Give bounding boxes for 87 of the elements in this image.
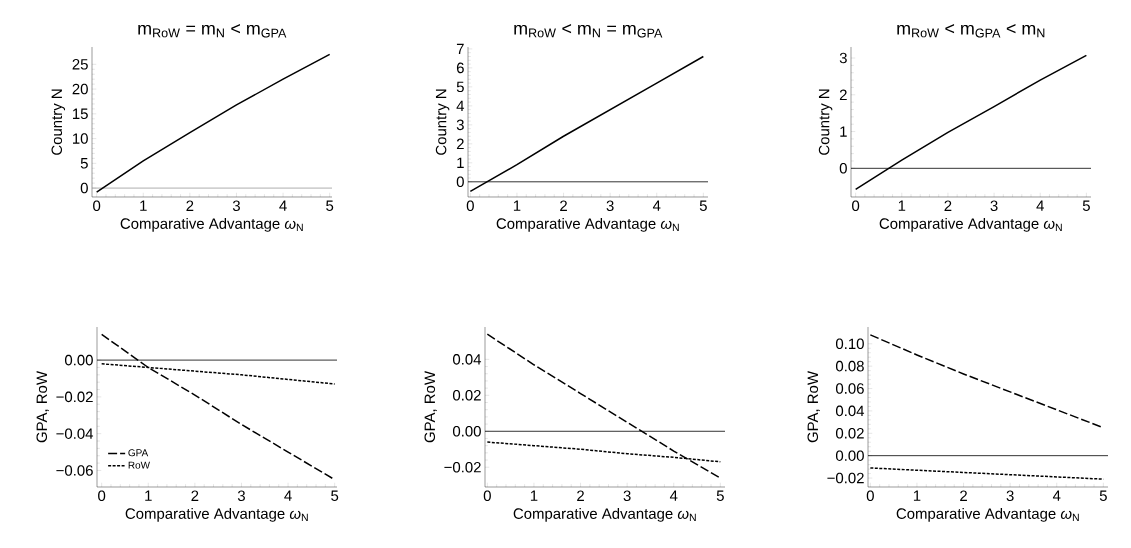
legend-label: RoW [128, 461, 150, 469]
y-tick-label: 1 [840, 126, 847, 137]
y-tick-label: −0.02 [827, 472, 864, 484]
x-tick-label: 4 [652, 200, 661, 211]
x-tick-label: 4 [1036, 200, 1044, 211]
y-tick-label: 0.10 [835, 338, 864, 350]
y-tick-label: 7 [456, 43, 464, 55]
y-tick-label: 15 [73, 108, 88, 120]
x-tick-label: 1 [898, 200, 906, 211]
y-tick-label: 0.04 [835, 405, 865, 417]
y-tick-label: 25 [72, 59, 88, 70]
x-tick-label: 4 [279, 200, 287, 211]
x-axis-title: Comparative Advantage ω$_{N}$ [513, 507, 696, 522]
y-tick-label: 0.00 [64, 354, 93, 366]
x-tick-label: 0 [483, 490, 491, 502]
y-tick-label: 5 [80, 158, 88, 169]
x-axis-title: Comparative Advantage ω$_{N}$ [496, 217, 679, 232]
y-tick-label: 2 [839, 89, 847, 101]
y-tick-label: 0.02 [835, 428, 864, 439]
x-tick-label: 3 [606, 200, 614, 212]
x-axis-title: Comparative Advantage ω$_{N}$ [896, 507, 1079, 522]
x-tick-label: 0 [93, 200, 101, 212]
y-axis-title: GPA, RoW [36, 371, 49, 443]
line-series [100, 333, 336, 481]
x-tick-label: 4 [284, 490, 292, 501]
y-tick-label: 0.02 [452, 390, 481, 401]
y-tick-label: 0 [456, 176, 464, 188]
x-tick-label: 3 [990, 200, 998, 212]
x-tick-label: 5 [1099, 490, 1107, 501]
y-tick-label: 10 [73, 133, 88, 144]
y-tick-label: 20 [72, 83, 88, 95]
x-tick-label: 1 [530, 490, 538, 501]
x-tick-label: 5 [1082, 200, 1090, 211]
y-tick-label: 5 [456, 81, 464, 93]
y-tick-label: 4 [456, 100, 465, 111]
y-tick-label: 0.08 [835, 360, 864, 372]
y-axis-title: Country N [51, 89, 66, 155]
y-axis-title: Country N [435, 89, 450, 155]
y-tick-label: 0 [80, 182, 88, 194]
x-tick-label: 5 [326, 200, 334, 211]
y-tick-label: 3 [839, 52, 847, 64]
y-axis-title: GPA, RoW [807, 371, 820, 443]
y-tick-label: 2 [456, 138, 464, 150]
y-axis-title: GPA, RoW [424, 371, 437, 443]
x-tick-label: 3 [232, 200, 240, 212]
x-axis-title: Comparative Advantage ω$_{N}$ [120, 217, 303, 232]
chart-title: m$_{RoW}$ = m$_{N}$ < m$_{GPA}$ [138, 24, 287, 38]
y-tick-label: 3 [456, 119, 464, 131]
y-tick-label: 0.00 [835, 450, 864, 461]
y-tick-label: 1 [457, 157, 464, 168]
x-tick-label: 2 [191, 490, 199, 501]
x-tick-label: 5 [331, 490, 339, 501]
y-tick-label: 0.00 [452, 425, 481, 437]
x-tick-label: 1 [140, 200, 147, 211]
line-series [95, 53, 331, 193]
y-tick-label: 6 [456, 62, 464, 74]
y-tick-label: 0 [839, 163, 847, 174]
y-tick-label: 0.04 [452, 354, 482, 365]
chart-title: m$_{RoW}$ < m$_{GPA}$ < m$_{N}$ [897, 24, 1045, 38]
x-tick-label: 1 [513, 200, 521, 211]
x-tick-label: 2 [960, 490, 967, 501]
x-tick-label: 1 [913, 490, 921, 501]
x-axis-title: Comparative Advantage ω$_{N}$ [125, 507, 308, 522]
x-tick-label: 5 [699, 200, 707, 211]
x-tick-label: 2 [186, 200, 194, 211]
y-tick-label: 0.06 [835, 383, 864, 394]
x-tick-label: 5 [716, 490, 724, 501]
x-tick-label: 0 [866, 490, 874, 502]
x-tick-label: 3 [237, 490, 245, 502]
x-tick-label: 2 [577, 490, 584, 501]
x-tick-label: 2 [944, 200, 952, 211]
y-tick-label: −0.02 [444, 461, 481, 473]
chart-title: m$_{RoW}$ < m$_{N}$ = m$_{GPA}$ [514, 24, 663, 38]
x-tick-label: 4 [1052, 490, 1061, 501]
y-tick-label: −0.06 [56, 465, 93, 476]
x-tick-label: 1 [145, 490, 152, 501]
x-tick-label: 2 [560, 200, 567, 211]
x-axis-title: Comparative Advantage ω$_{N}$ [879, 217, 1062, 232]
x-tick-label: 3 [1006, 490, 1014, 502]
x-tick-label: 0 [98, 490, 106, 502]
x-tick-label: 3 [623, 490, 631, 502]
y-axis-title: Country N [818, 89, 833, 155]
y-tick-label: −0.02 [56, 391, 93, 403]
legend-label: GPA [128, 449, 149, 457]
line-series [854, 54, 1088, 191]
y-tick-label: −0.04 [56, 428, 94, 439]
x-tick-label: 4 [669, 490, 678, 501]
